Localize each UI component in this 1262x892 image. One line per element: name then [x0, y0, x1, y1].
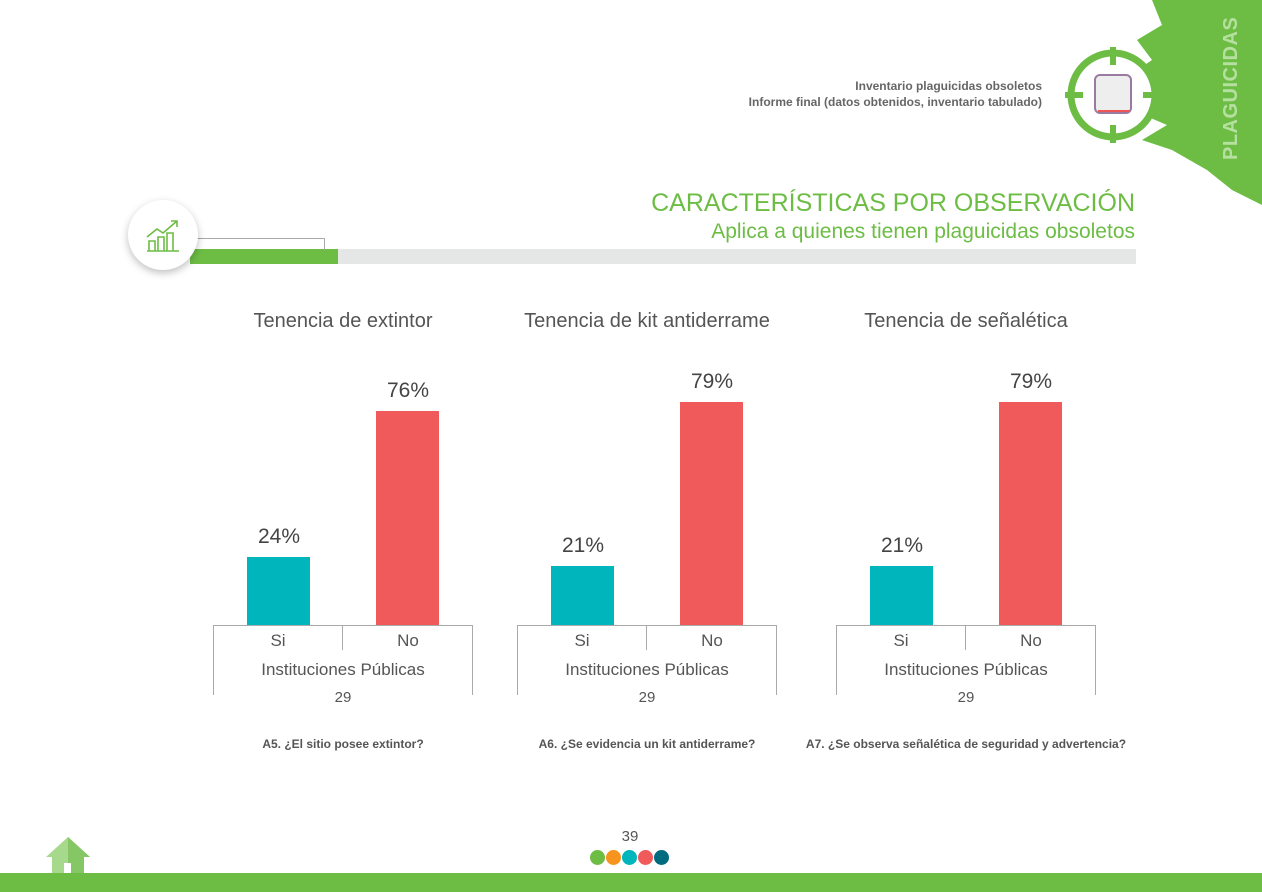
group-label: Instituciones Públicas: [565, 660, 729, 679]
sample-size: 29: [638, 689, 656, 706]
bar-chart: Tenencia de extintor 24% Si 76% No Instit…: [213, 300, 473, 770]
x-axis: [213, 625, 473, 626]
data-label: 76%: [386, 378, 430, 402]
report-header: Inventario plaguicidas obsoletos Informe…: [749, 78, 1042, 110]
category-label: No: [1020, 631, 1042, 650]
color-dot: [590, 850, 605, 865]
color-dot: [622, 850, 637, 865]
category-label: Si: [574, 631, 590, 650]
x-axis: [517, 625, 777, 626]
pesticide-target-icon: [1065, 47, 1161, 143]
bar-chart: Tenencia de señalética 21% Si 79% No Inst…: [806, 300, 1126, 770]
sample-size: 29: [334, 689, 352, 706]
side-label: PLAGUICIDAS: [1220, 16, 1242, 160]
connector-line: [193, 238, 325, 250]
category-label: No: [397, 631, 419, 650]
bar-no: [680, 402, 743, 625]
data-label: 24%: [257, 525, 301, 549]
header-line-2: Informe final (datos obtenidos, inventar…: [748, 95, 1042, 109]
question-label: A7. ¿Se observa señalética de seguridad …: [805, 737, 1127, 751]
bar-no: [376, 410, 439, 625]
section-subtitle: Aplica a quienes tienen plaguicidas obso…: [711, 220, 1135, 243]
category-label: Si: [270, 631, 286, 650]
sample-size: 29: [957, 689, 975, 706]
color-dot: [606, 850, 621, 865]
section-divider-accent: [190, 249, 338, 264]
chart-growth-icon: [128, 200, 198, 270]
question-label: A6. ¿Se evidencia un kit antiderrame?: [538, 737, 756, 751]
bar-chart: Tenencia de kit antiderrame 21% Si 79% N…: [517, 300, 777, 770]
section-divider: [190, 249, 1136, 264]
header-line-1: Inventario plaguicidas obsoletos: [855, 79, 1042, 93]
bar-si: [870, 565, 933, 625]
bar-si: [247, 557, 310, 625]
section-title: CARACTERÍSTICAS POR OBSERVACIÓN: [651, 189, 1135, 217]
data-label: 21%: [561, 533, 605, 557]
axis-border: [776, 625, 777, 695]
group-label: Instituciones Públicas: [261, 660, 425, 679]
home-icon[interactable]: [44, 835, 92, 880]
category-label: No: [701, 631, 723, 650]
footer-bar: [0, 873, 1262, 892]
question-label: A5. ¿El sitio posee extintor?: [262, 737, 424, 751]
category-divider: [646, 625, 647, 650]
color-dots: [590, 850, 670, 865]
axis-border: [517, 625, 518, 695]
category-divider: [342, 625, 343, 650]
axis-border: [213, 625, 214, 695]
green-brush-decoration: [1122, 0, 1262, 205]
data-label: 79%: [1009, 370, 1053, 394]
category-divider: [965, 625, 966, 650]
chart-title: Tenencia de extintor: [253, 310, 433, 332]
page-number: 39: [621, 828, 639, 845]
group-label: Instituciones Públicas: [884, 660, 1048, 679]
axis-border: [472, 625, 473, 695]
data-label: 79%: [690, 370, 734, 394]
bar-si: [551, 565, 614, 625]
axis-border: [1095, 625, 1096, 695]
x-axis: [836, 625, 1096, 626]
bar-no: [999, 402, 1062, 625]
chart-title: Tenencia de señalética: [864, 310, 1068, 332]
axis-border: [836, 625, 837, 695]
data-label: 21%: [880, 533, 924, 557]
chart-title: Tenencia de kit antiderrame: [524, 310, 770, 332]
color-dot: [638, 850, 653, 865]
color-dot: [654, 850, 669, 865]
category-label: Si: [893, 631, 909, 650]
